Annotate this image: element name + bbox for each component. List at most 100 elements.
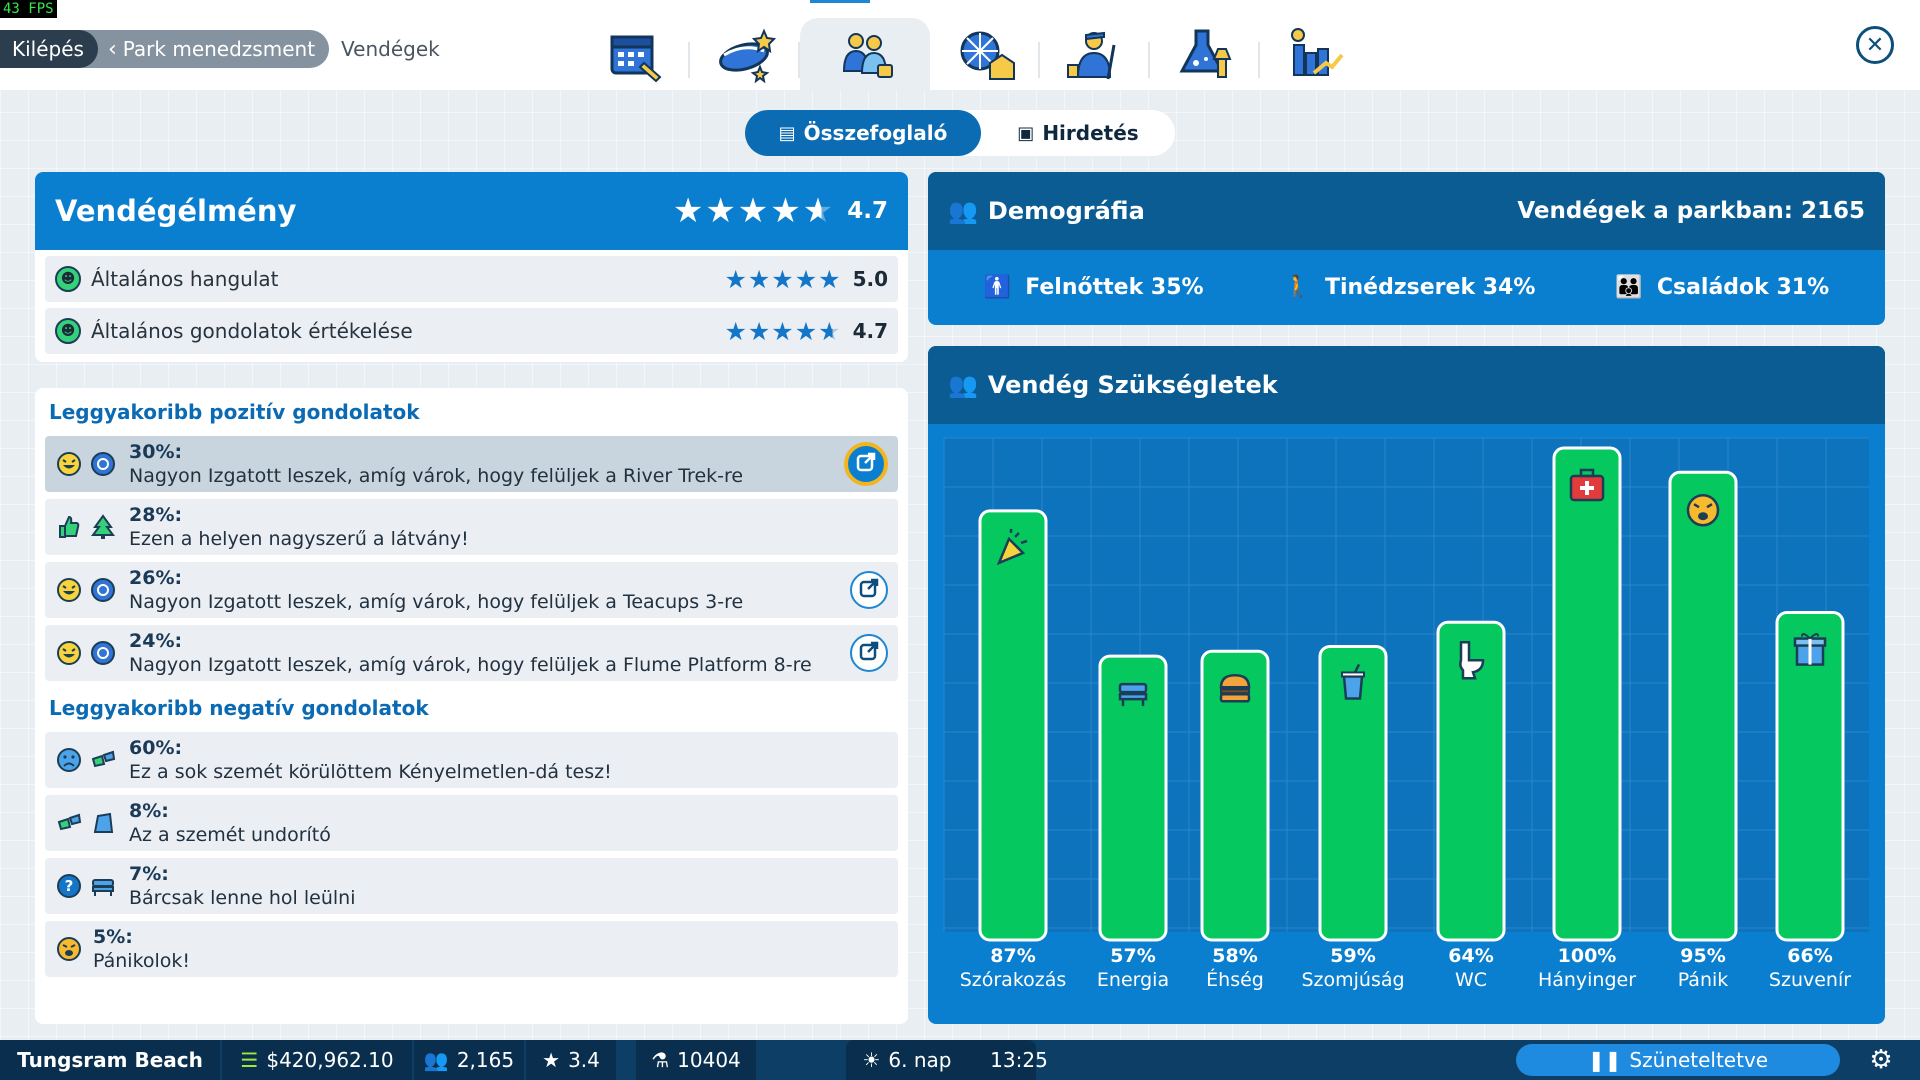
thought-text: Ez a sok szemét körülöttem Kényelmetlen-…	[129, 761, 612, 783]
star-icon: ★	[542, 1048, 561, 1072]
tab-stats[interactable]	[1260, 18, 1370, 90]
tab-calendar[interactable]	[580, 18, 690, 90]
settings-button[interactable]: ⚙	[1856, 1040, 1906, 1080]
tab-advertising[interactable]: ▣ Hirdetés	[981, 110, 1175, 156]
thumbs-up-icon	[55, 513, 83, 541]
teens-stat: 🚶 Tinédzserek 34%	[1284, 275, 1536, 300]
need-bar-szomjúság[interactable]	[1318, 644, 1388, 942]
day-display: ☀ 6. nap	[846, 1040, 1036, 1080]
toilet-icon	[1459, 640, 1485, 680]
bar-value-label: 66%	[1787, 945, 1832, 967]
teens-label: Tinédzserek	[1324, 275, 1476, 300]
bar	[1552, 446, 1622, 942]
litter-icon	[89, 746, 117, 774]
tab-summary[interactable]: ▤ Összefoglaló	[745, 110, 981, 156]
bar-category-label: Éhség	[1206, 968, 1264, 991]
bar-value-label: 59%	[1330, 945, 1375, 967]
excited-face-icon	[55, 576, 83, 604]
general-mood-label: Általános hangulat	[91, 267, 279, 291]
external-link-icon	[855, 451, 877, 477]
breadcrumb: Kilépés ‹ Park menedzsment Vendégek	[0, 30, 440, 68]
guest-count-display[interactable]: 👥 2,165	[414, 1040, 524, 1080]
thought-percent: 7%:	[129, 863, 169, 885]
thought-row[interactable]: 5%: Pánikolok!	[45, 921, 898, 977]
thought-row[interactable]: 8%: Az a szemét undorító	[45, 795, 898, 851]
bar-category-label: Energia	[1097, 969, 1169, 991]
pause-button[interactable]: ❚❚ Szüneteltetve	[1516, 1044, 1840, 1076]
main-tabs	[580, 18, 1370, 90]
adults-label: Felnőttek	[1025, 275, 1144, 300]
need-bar-energia[interactable]	[1098, 654, 1168, 942]
current-page-label: Vendégek	[341, 37, 440, 61]
park-rating-display[interactable]: ★ 3.4	[526, 1040, 616, 1080]
thought-row[interactable]: 28%: Ezen a helyen nagyszerű a látvány!	[45, 499, 898, 555]
thought-row[interactable]: 26%: Nagyon Izgatott leszek, amíg várok,…	[45, 562, 898, 618]
tree-icon	[89, 513, 117, 541]
happy-face-icon: ☻	[55, 318, 81, 344]
need-bar-szórakozás[interactable]	[978, 509, 1048, 942]
park-management-button[interactable]: ‹ Park menedzsment	[73, 30, 330, 68]
bar-category-label: WC	[1455, 969, 1487, 991]
general-mood-row: ☻ Általános hangulat ★ ★ ★ ★ ★ 5.0	[45, 256, 898, 302]
tab-staff[interactable]	[1040, 18, 1150, 90]
need-bar-szuvenír[interactable]	[1775, 611, 1845, 942]
overall-rating-value: 4.7	[847, 198, 888, 224]
svg-text:?: ?	[65, 877, 74, 895]
guests-in-park-count: Vendégek a parkban: 2165	[1517, 198, 1865, 224]
star-icon: ★	[794, 316, 818, 346]
tab-rides[interactable]	[690, 18, 800, 90]
party-popper-icon	[996, 528, 1028, 566]
thought-row[interactable]: 30%: Nagyon Izgatott leszek, amíg várok,…	[45, 436, 898, 492]
park-management-label: Park menedzsment	[122, 37, 316, 61]
star-icon: ★	[747, 316, 771, 346]
need-bar-wc[interactable]	[1436, 620, 1506, 942]
need-bar-éhség[interactable]	[1200, 649, 1270, 942]
thought-text: Pánikolok!	[93, 950, 191, 972]
go-to-ride-button[interactable]	[850, 634, 888, 672]
day-value: 6. nap	[888, 1048, 952, 1072]
status-bar: Tungsram Beach ☰ $420,962.10 👥 2,165 ★ 3…	[0, 1040, 1920, 1080]
bar	[1318, 644, 1388, 942]
go-to-ride-button[interactable]	[850, 571, 888, 609]
litter-icon	[55, 809, 83, 837]
chevron-left-icon: ‹	[107, 36, 117, 62]
happy-face-icon: ☻	[55, 266, 81, 292]
tab-park[interactable]	[930, 18, 1040, 90]
bar	[1775, 611, 1845, 942]
thought-row[interactable]: 60%: Ez a sok szemét körülöttem Kényelme…	[45, 732, 898, 788]
adult-icon: 🚹	[983, 275, 1012, 300]
bench-icon	[89, 872, 117, 900]
bar-category-label: Hányinger	[1538, 969, 1636, 991]
tab-research[interactable]	[1150, 18, 1260, 90]
park-name[interactable]: Tungsram Beach	[0, 1040, 220, 1080]
bar-value-label: 64%	[1448, 945, 1493, 967]
demography-panel: 👥 Demográfia Vendégek a parkban: 2165 🚹 …	[928, 172, 1885, 325]
clipboard-icon: ▤	[778, 122, 796, 144]
exit-button[interactable]: Kilépés	[0, 30, 98, 68]
tab-guests[interactable]	[800, 18, 930, 90]
ride-icon	[719, 28, 776, 83]
sun-icon: ☀	[862, 1048, 881, 1072]
bar-value-label: 100%	[1558, 945, 1617, 967]
flask-icon: ⚗	[651, 1048, 670, 1072]
adults-stat: 🚹 Felnőttek 35%	[984, 275, 1204, 300]
guests-icon	[842, 33, 893, 78]
need-bar-hányinger[interactable]	[1552, 446, 1622, 942]
go-to-ride-button[interactable]	[844, 442, 888, 486]
bar-value-label: 57%	[1110, 945, 1155, 967]
need-bar-pánik[interactable]	[1668, 470, 1738, 942]
thought-text: Nagyon Izgatott leszek, amíg várok, hogy…	[129, 465, 744, 487]
thought-row[interactable]: 24%: Nagyon Izgatott leszek, amíg várok,…	[45, 625, 898, 681]
star-rating: ★ ★ ★ ★ ★ 4.7	[671, 194, 888, 228]
families-percent: 31%	[1776, 275, 1830, 300]
stats-icon	[1291, 28, 1344, 76]
research-display[interactable]: ⚗ 10404	[636, 1040, 756, 1080]
money-display[interactable]: ☰ $420,962.10	[222, 1040, 412, 1080]
bar	[1200, 649, 1270, 942]
close-button[interactable]: ✕	[1856, 26, 1894, 64]
guest-experience-title: Vendégélmény	[55, 194, 297, 228]
bar-value-label: 95%	[1680, 945, 1725, 967]
park-rating-value: 3.4	[568, 1048, 600, 1072]
thought-row[interactable]: ? 7%: Bárcsak lenne hol leülni	[45, 858, 898, 914]
guest-needs-header: 👥 Vendég Szükségletek	[928, 346, 1885, 424]
